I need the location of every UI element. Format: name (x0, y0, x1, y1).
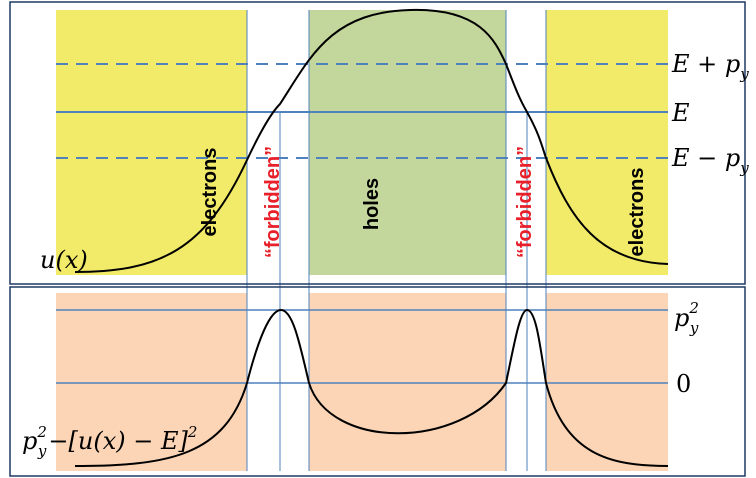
curve-label-u: u(x) (40, 246, 88, 274)
region-label-electrons-right: electrons (626, 168, 648, 257)
electron-region-left (56, 10, 247, 275)
lower-region-left (56, 293, 247, 471)
vertical-guides (246, 10, 547, 471)
lower-region-right (546, 293, 668, 471)
region-label-holes: holes (361, 178, 383, 230)
label-e-minus-py: E − py (671, 144, 749, 177)
label-zero: 0 (676, 370, 691, 398)
region-label-electrons-left: electrons (199, 148, 221, 237)
upper-panel-frame (9, 1, 746, 285)
electron-region-right (546, 10, 668, 275)
label-py-squared: p2 y (674, 299, 699, 337)
lower-region-middle (309, 293, 506, 471)
region-label-forbidden-right: “forbidden” (514, 146, 536, 258)
hole-region (309, 10, 506, 275)
momentum-expression: p2 y−[u(x) − E]2 (22, 423, 197, 460)
momentum-curve (74, 308, 669, 467)
label-e: E (671, 99, 690, 127)
label-e-plus-py: E + py (671, 50, 749, 83)
potential-curve (74, 8, 669, 273)
region-label-forbidden-left: “forbidden” (262, 146, 284, 258)
lower-panel-frame (9, 286, 746, 477)
